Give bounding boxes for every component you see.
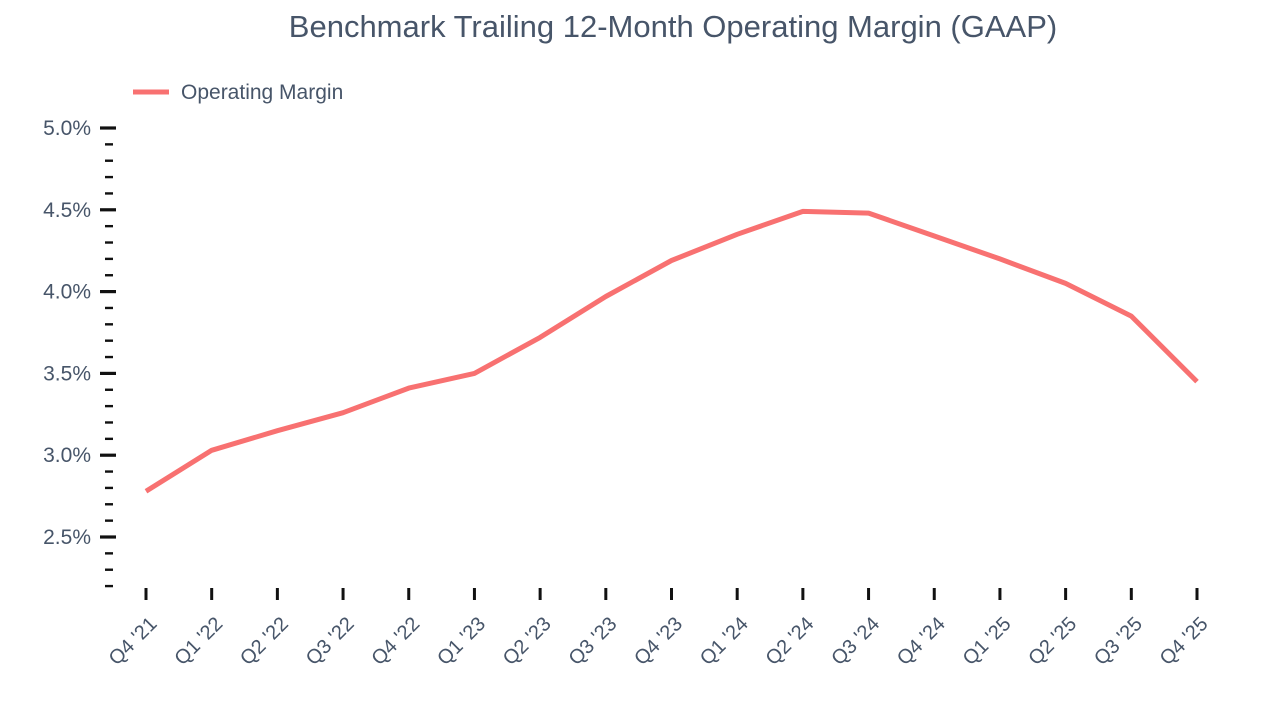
x-axis-label: Q2 '24	[762, 613, 819, 670]
x-axis-labels: Q4 '21 Q1 '22 Q2 '22 Q3 '22 Q4 '22 Q1 '23 Q2 '…	[105, 613, 1213, 670]
x-axis-label: Q2 '23	[499, 613, 556, 670]
y-axis-labels: 2.5% 3.0% 3.5% 4.0% 4.5% 5.0%	[43, 117, 91, 549]
x-axis-label: Q2 '22	[236, 613, 293, 670]
legend: Operating Margin	[133, 81, 343, 104]
x-axis-label: Q3 '22	[302, 613, 359, 670]
x-axis-label: Q3 '24	[827, 613, 884, 670]
y-axis-label: 2.5%	[43, 526, 91, 549]
y-axis-label: 4.0%	[43, 281, 91, 304]
x-axis-label: Q1 '24	[696, 613, 753, 670]
series-lines	[144, 208, 1199, 494]
y-axis-label: 4.5%	[43, 199, 91, 222]
x-axis-label: Q4 '23	[630, 613, 687, 670]
x-axis-label: Q1 '22	[170, 613, 227, 670]
x-axis-label: Q4 '22	[367, 613, 424, 670]
y-axis-label: 3.5%	[43, 362, 91, 385]
chart-title: Benchmark Trailing 12-Month Operating Ma…	[289, 9, 1057, 44]
legend-label: Operating Margin	[181, 81, 343, 104]
x-axis-label: Q1 '25	[959, 613, 1016, 670]
y-axis-label: 5.0%	[43, 117, 91, 140]
x-axis-label: Q4 '21	[105, 613, 162, 670]
x-axis-label: Q2 '25	[1024, 613, 1081, 670]
x-axis-ticks	[144, 588, 1199, 600]
x-axis-label: Q4 '25	[1156, 613, 1213, 670]
x-axis-label: Q3 '23	[565, 613, 622, 670]
x-axis-label: Q4 '24	[893, 613, 950, 670]
operating-margin-line	[144, 208, 1199, 494]
y-axis-ticks	[100, 126, 116, 588]
y-axis-label: 3.0%	[43, 444, 91, 467]
x-axis-label: Q3 '25	[1090, 613, 1147, 670]
x-axis-label: Q1 '23	[433, 613, 490, 670]
